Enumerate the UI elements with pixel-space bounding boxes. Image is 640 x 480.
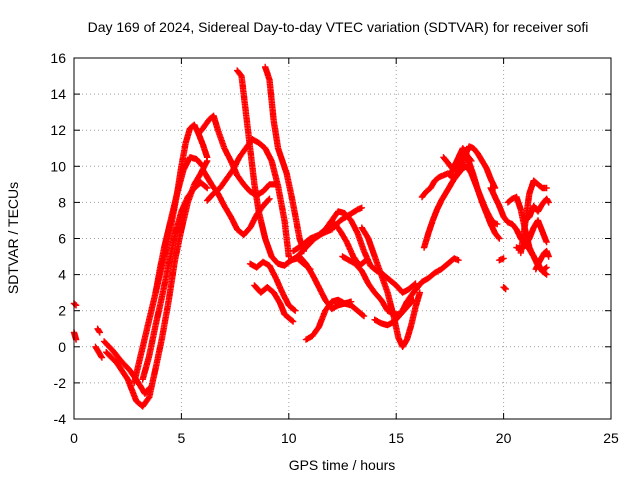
y-tick-label: 8 [58,194,66,210]
data-marks [70,63,552,410]
series-arc-08 [139,179,211,383]
x-tick-label: 10 [281,430,297,446]
data-point-markers [532,247,552,273]
x-tick-label: 0 [70,430,78,446]
data-point-markers [251,282,297,325]
data-point-markers [496,255,507,264]
data-point-markers [70,300,80,309]
y-tick-label: -4 [54,411,67,427]
x-tick-label: 20 [496,430,512,446]
data-point-markers [70,329,80,343]
series-arc-20 [296,253,355,313]
data-point-markers [371,255,462,329]
data-point-markers [152,154,207,296]
y-tick-label: 16 [50,50,66,66]
y-tick-label: 0 [58,339,66,355]
series-arc-09 [152,154,207,296]
chart-title: Day 169 of 2024, Sidereal Day-to-day VTE… [88,19,589,35]
y-tick-label: 2 [58,303,66,319]
y-tick-label: 6 [58,231,66,247]
x-tick-labels: 0 5 10 15 20 25 [70,430,619,446]
y-tick-label: 12 [50,122,66,138]
series-arc-04 [92,343,106,361]
data-point-markers [513,217,550,253]
series-arc-03 [94,325,103,336]
data-point-markers [296,253,355,313]
series-arc-29 [496,255,507,264]
series-arc-33 [521,195,552,224]
series-arc-36 [446,145,475,179]
x-tick-label: 5 [178,430,186,446]
data-point-markers [139,179,211,383]
data-point-markers [500,284,509,293]
y-tick-labels: -4 -2 0 2 4 6 8 10 12 14 16 [50,50,66,427]
x-tick-label: 15 [388,430,404,446]
data-point-markers [358,224,423,350]
data-point-markers [92,343,106,361]
y-tick-label: 4 [58,267,66,283]
series-arc-02 [70,329,80,343]
series-arc-30 [500,284,509,293]
series-arc-14 [262,63,307,255]
series-arc-24 [371,255,462,329]
x-axis-label: GPS time / hours [289,457,396,473]
series-arc-34 [513,217,550,253]
data-point-markers [262,63,307,255]
series-arc-35 [532,247,552,273]
y-tick-label: 10 [50,158,66,174]
y-tick-label: -2 [54,375,67,391]
data-point-markers [521,195,552,224]
series-arc-16 [246,258,299,314]
data-point-markers [246,258,299,314]
data-point-markers [446,145,475,179]
y-axis-label: SDTVAR / TECUs [5,182,21,294]
x-tick-label: 25 [603,430,619,446]
y-tick-label: 14 [50,86,66,102]
data-point-markers [94,325,103,336]
series-arc-23 [358,224,423,350]
series-arc-01 [70,300,80,309]
series-arc-15 [251,282,297,325]
axis-ticks [73,57,612,420]
